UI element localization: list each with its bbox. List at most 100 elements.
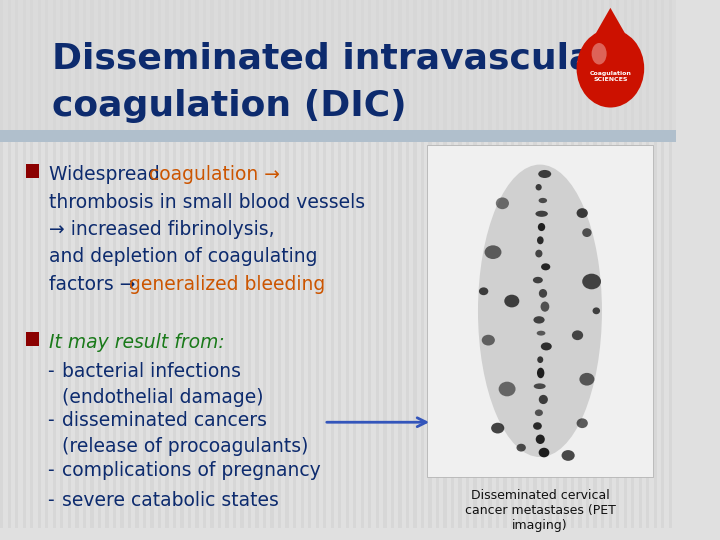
Bar	[624, 0, 627, 528]
Text: -: -	[47, 410, 53, 429]
Ellipse shape	[516, 444, 526, 451]
Bar	[361, 0, 364, 528]
Text: disseminated cancers
(release of procoagulants): disseminated cancers (release of procoag…	[62, 410, 308, 456]
Bar	[308, 0, 311, 528]
Bar	[83, 0, 86, 528]
Bar	[330, 0, 334, 528]
Text: and depletion of coagulating: and depletion of coagulating	[49, 247, 318, 266]
Bar	[586, 0, 590, 528]
Bar	[210, 0, 214, 528]
Bar	[27, 332, 40, 346]
Ellipse shape	[534, 316, 544, 323]
Ellipse shape	[536, 211, 548, 217]
Bar	[654, 0, 657, 528]
Ellipse shape	[536, 184, 541, 191]
Ellipse shape	[577, 29, 644, 107]
Bar	[143, 0, 146, 528]
Text: bacterial infections
(endothelial damage): bacterial infections (endothelial damage…	[62, 362, 264, 407]
Text: complications of pregnancy: complications of pregnancy	[62, 461, 320, 481]
Bar	[376, 0, 379, 528]
Ellipse shape	[539, 170, 552, 178]
Text: Coagulation
SCIENCES: Coagulation SCIENCES	[590, 71, 631, 82]
Bar	[27, 164, 40, 178]
Bar	[511, 0, 514, 528]
Text: Disseminated intravascular: Disseminated intravascular	[52, 42, 611, 76]
Ellipse shape	[537, 356, 544, 363]
Bar	[166, 0, 168, 528]
Bar	[571, 0, 575, 528]
Bar	[271, 0, 274, 528]
Text: -: -	[47, 491, 53, 510]
Bar	[481, 0, 484, 528]
Ellipse shape	[592, 43, 607, 64]
Ellipse shape	[539, 448, 549, 457]
Bar	[256, 0, 258, 528]
Bar	[323, 0, 326, 528]
Bar	[428, 0, 431, 528]
Bar	[639, 0, 642, 528]
Bar	[150, 0, 153, 528]
Bar	[278, 0, 282, 528]
Bar	[195, 0, 199, 528]
Text: It may result from:: It may result from:	[49, 333, 225, 352]
Text: → increased fibrinolysis,: → increased fibrinolysis,	[49, 220, 274, 239]
Text: -: -	[47, 362, 53, 381]
Bar	[120, 0, 124, 528]
Bar	[135, 0, 139, 528]
Bar	[413, 0, 417, 528]
Bar	[398, 0, 402, 528]
Polygon shape	[584, 8, 636, 54]
Bar	[436, 0, 439, 528]
Bar	[75, 0, 78, 528]
Text: thrombosis in small blood vessels: thrombosis in small blood vessels	[49, 193, 365, 212]
Bar	[68, 0, 71, 528]
Bar	[22, 0, 26, 528]
Bar	[7, 0, 11, 528]
Bar	[420, 0, 424, 528]
Bar	[188, 0, 192, 528]
Bar	[698, 0, 702, 528]
Bar	[248, 0, 251, 528]
Text: factors →: factors →	[49, 275, 141, 294]
Ellipse shape	[580, 373, 595, 386]
Ellipse shape	[539, 198, 547, 203]
Bar	[616, 0, 619, 528]
Bar	[534, 0, 537, 528]
Bar	[338, 0, 341, 528]
Text: generalized bleeding: generalized bleeding	[129, 275, 325, 294]
Bar	[608, 0, 612, 528]
Ellipse shape	[504, 295, 519, 307]
Ellipse shape	[538, 223, 545, 231]
Bar	[683, 0, 687, 528]
Bar	[601, 0, 604, 528]
Bar	[706, 0, 709, 528]
Bar	[578, 0, 582, 528]
Bar	[60, 0, 63, 528]
Bar	[353, 0, 356, 528]
Bar	[233, 0, 236, 528]
Ellipse shape	[533, 422, 542, 430]
Ellipse shape	[478, 165, 602, 457]
Bar	[98, 0, 101, 528]
Bar	[285, 0, 289, 528]
Bar	[473, 0, 477, 528]
Bar	[405, 0, 409, 528]
Ellipse shape	[541, 301, 549, 312]
Bar	[263, 0, 266, 528]
Ellipse shape	[577, 208, 588, 218]
Bar	[225, 0, 229, 528]
Ellipse shape	[533, 277, 543, 284]
Text: Disseminated cervical
cancer metastases (PET
imaging): Disseminated cervical cancer metastases …	[464, 489, 616, 532]
Bar	[368, 0, 372, 528]
Bar	[0, 0, 676, 132]
Ellipse shape	[582, 228, 592, 237]
Bar	[293, 0, 297, 528]
Ellipse shape	[535, 409, 543, 416]
Ellipse shape	[541, 342, 552, 350]
Bar	[173, 0, 176, 528]
Bar	[427, 145, 652, 477]
Bar	[391, 0, 394, 528]
Bar	[180, 0, 184, 528]
Bar	[30, 0, 33, 528]
Bar	[203, 0, 206, 528]
